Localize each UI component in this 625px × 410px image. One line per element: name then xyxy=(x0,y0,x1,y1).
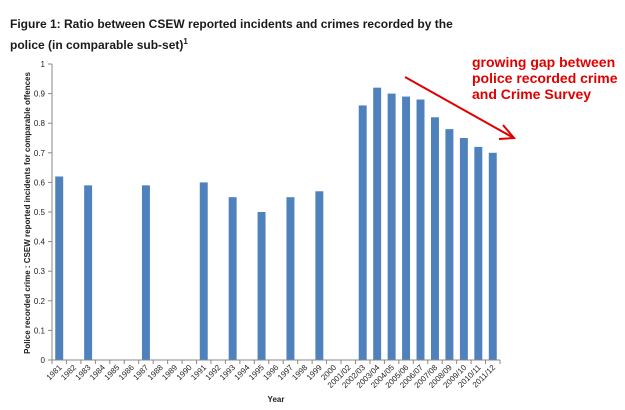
bar xyxy=(488,152,497,360)
annotation-line: growing gap between xyxy=(472,54,616,70)
bar xyxy=(445,129,454,360)
y-axis: 0 0.1 0.2 0.3 0.4 0.5 0.6 0.7 0.8 0.9 1 xyxy=(34,60,53,365)
y-tick-label: 0.9 xyxy=(34,90,46,99)
annotation-line: police recorded crime xyxy=(472,70,618,86)
y-tick-label: 0 xyxy=(41,356,46,365)
gap-annotation: growing gap between police recorded crim… xyxy=(472,54,618,102)
bar xyxy=(402,96,411,360)
x-axis-title: Year xyxy=(268,395,285,404)
y-tick-label: 1 xyxy=(41,60,46,69)
y-tick-label: 0.5 xyxy=(34,208,46,217)
bar xyxy=(286,197,295,360)
x-axis: 1981198219831984198519861987198819891990… xyxy=(45,359,501,390)
chart-title: Figure 1: Ratio between CSEW reported in… xyxy=(10,16,490,54)
y-tick-label: 0.2 xyxy=(34,297,46,306)
y-tick-label: 0.3 xyxy=(34,267,46,276)
bar xyxy=(257,212,266,360)
bar xyxy=(84,185,93,360)
trend-arrow xyxy=(404,76,517,140)
annotation-line: and Crime Survey xyxy=(472,86,592,102)
y-tick-label: 0.1 xyxy=(34,326,46,335)
chart-title-text: Figure 1: Ratio between CSEW reported in… xyxy=(10,17,453,52)
bar xyxy=(459,138,468,360)
footnote-mark: 1 xyxy=(183,37,188,46)
bar xyxy=(430,117,439,360)
bar xyxy=(373,87,382,361)
bar xyxy=(228,197,237,360)
bar xyxy=(199,182,208,360)
bar xyxy=(358,105,367,360)
bars xyxy=(55,87,497,361)
bar xyxy=(416,99,425,361)
y-tick-label: 0.7 xyxy=(34,149,46,158)
bar xyxy=(387,93,396,360)
bar xyxy=(141,185,150,360)
bar xyxy=(315,191,324,360)
bar xyxy=(474,146,483,360)
y-tick-label: 0.6 xyxy=(34,178,46,187)
bar xyxy=(55,176,64,360)
y-tick-label: 0.8 xyxy=(34,119,46,128)
y-axis-title: Police recorded crime : CSEW reported in… xyxy=(23,72,32,354)
y-tick-label: 0.4 xyxy=(34,238,46,247)
